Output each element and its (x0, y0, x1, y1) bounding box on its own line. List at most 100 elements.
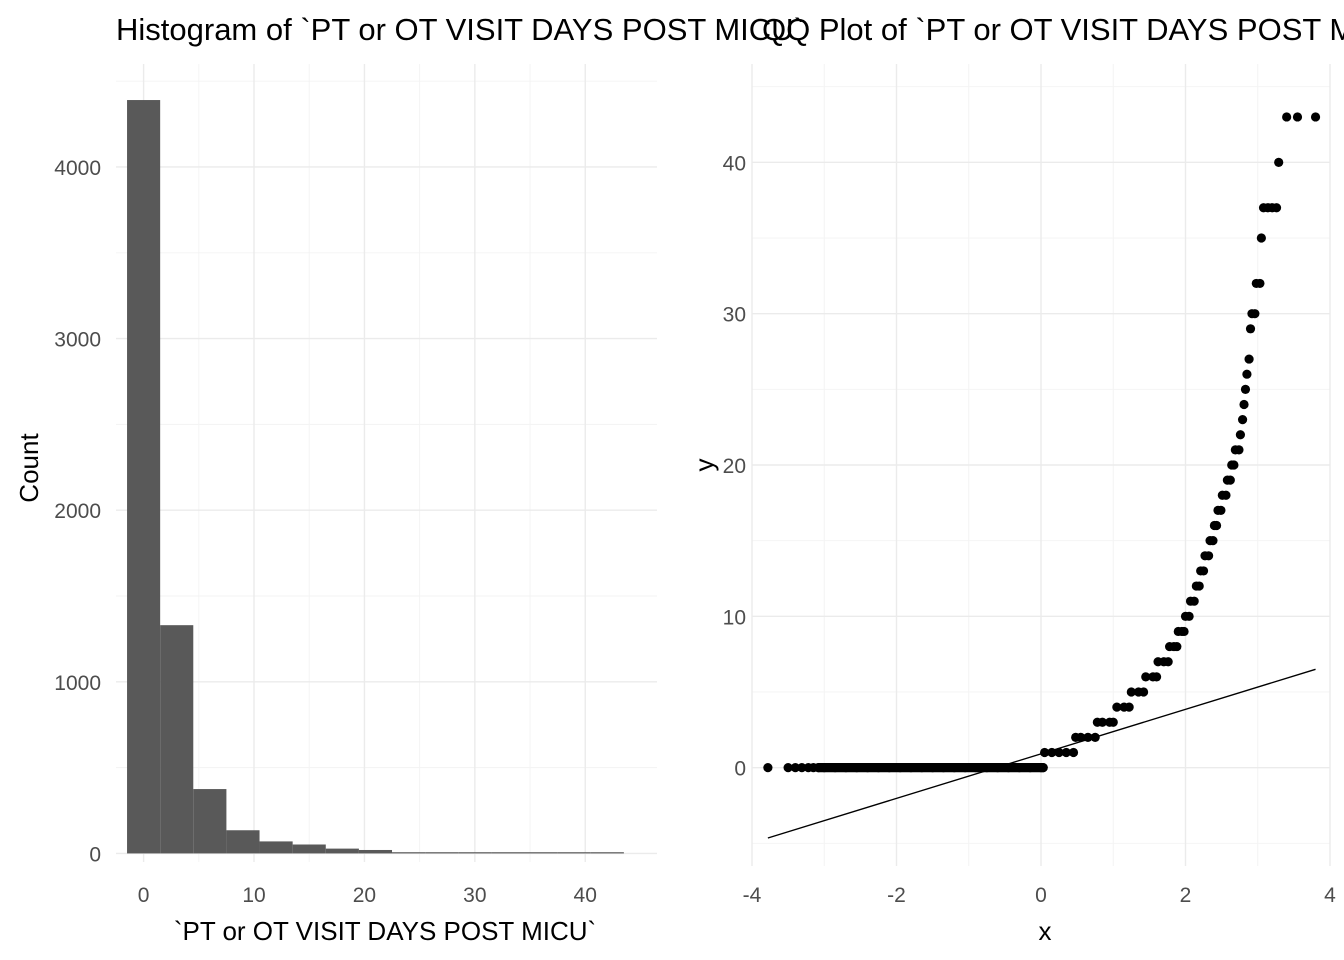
histogram-x-tick-label: 10 (242, 884, 265, 907)
qq-point (1256, 233, 1266, 243)
qq-point (1204, 551, 1214, 561)
histogram-x-tick-label: 0 (138, 884, 150, 907)
qq-point (763, 763, 773, 773)
qq-point (1076, 732, 1086, 742)
histogram-y-tick-label: 1000 (54, 672, 101, 695)
qq-point (1229, 460, 1239, 470)
qq-point (1040, 747, 1050, 758)
qq-point (1124, 702, 1134, 712)
qq-point (1163, 657, 1173, 667)
qq-point (1083, 732, 1093, 742)
qq-point (1184, 611, 1194, 621)
qq-x-axis-title: x (1039, 916, 1052, 946)
qq-point (1198, 566, 1209, 576)
histogram-bar (392, 852, 426, 854)
qq-point (1255, 278, 1265, 289)
qq-point (1047, 747, 1057, 758)
qq-x-tick-label: -2 (887, 884, 906, 907)
qq-point (1240, 384, 1251, 394)
qq-point (1054, 747, 1064, 758)
qq-point (1234, 445, 1244, 455)
qq-point (1250, 309, 1260, 319)
qq-y-tick-label: 30 (723, 304, 746, 327)
qq-point (1274, 157, 1284, 167)
histogram-bar (160, 625, 194, 854)
qq-point (1179, 626, 1189, 637)
histogram-bar (557, 852, 591, 854)
qq-y-tick-label: 20 (723, 455, 746, 478)
qq-point (1237, 415, 1248, 425)
histogram-y-tick-label: 2000 (54, 500, 101, 523)
qq-point (1242, 369, 1252, 379)
histogram-bar (292, 844, 326, 854)
qq-point (1292, 112, 1303, 122)
histogram-gridlines (116, 64, 657, 862)
qq-y-tick-label: 0 (734, 758, 746, 781)
qq-x-tick-label: 4 (1324, 884, 1336, 907)
qq-point (1282, 112, 1292, 122)
histogram-y-axis-title: Count (14, 433, 44, 503)
qq-point (790, 763, 800, 773)
qq-x-tick-labels: -4 -2 0 2 4 (743, 884, 1337, 907)
histogram-bar (325, 848, 359, 854)
histogram-bar (458, 852, 492, 854)
qq-point (1216, 505, 1226, 515)
qq-point (1112, 702, 1122, 712)
histogram-x-tick-label: 20 (353, 884, 376, 907)
qq-point (1189, 596, 1199, 606)
qq-plot-panel: -4 -2 0 2 4 0 10 20 30 40 QQ Plot of `PT or OT V… (689, 12, 1344, 946)
qq-y-tick-labels: 0 10 20 30 40 (723, 152, 746, 780)
histogram-bars (127, 100, 624, 854)
qq-point (1068, 747, 1079, 758)
qq-point (1225, 475, 1235, 485)
qq-point (1126, 687, 1136, 697)
qq-points (763, 112, 1321, 773)
histogram-bar (226, 830, 260, 854)
histogram-bar (590, 852, 624, 854)
qq-point (797, 763, 807, 773)
qq-point (1138, 687, 1149, 697)
histogram-y-tick-label: 3000 (54, 329, 101, 352)
qq-point (1108, 717, 1118, 727)
histogram-bar (491, 852, 525, 854)
histogram-title: Histogram of `PT or OT VISIT DAYS POST M… (116, 12, 804, 47)
histogram-bar (524, 852, 558, 854)
histogram-bar (358, 849, 393, 854)
qq-gridlines (751, 64, 1331, 866)
qq-y-tick-label: 10 (723, 606, 746, 629)
qq-point (1208, 536, 1218, 546)
histogram-x-tick-labels: 0 10 20 30 40 (138, 884, 597, 907)
qq-plot-title: QQ Plot of `PT or OT VISIT DAYS POST MIC… (762, 12, 1344, 47)
qq-point (1061, 747, 1071, 758)
qq-point (1244, 354, 1254, 364)
histogram-bar (425, 852, 459, 854)
qq-point (1097, 717, 1108, 727)
qq-point (1090, 732, 1100, 742)
qq-point (1211, 520, 1222, 531)
qq-point (783, 763, 793, 773)
histogram-panel: 0 10 20 30 40 0 1000 2000 3000 4000 Histogram of… (14, 12, 804, 946)
histogram-bar (259, 841, 293, 854)
histogram-x-tick-label: 40 (574, 884, 597, 907)
histogram-y-tick-label: 0 (89, 843, 101, 866)
qq-point (1152, 672, 1162, 682)
histogram-y-tick-labels: 0 1000 2000 3000 4000 (54, 157, 101, 866)
qq-x-tick-label: -4 (743, 884, 762, 907)
qq-y-axis-title: y (689, 459, 719, 472)
qq-point (1141, 672, 1151, 682)
histogram-y-tick-label: 4000 (54, 157, 101, 180)
qq-x-tick-label: 2 (1180, 884, 1192, 907)
qq-point (1194, 581, 1204, 591)
qq-point (1172, 641, 1182, 652)
histogram-x-axis-title: `PT or OT VISIT DAYS POST MICU` (174, 916, 596, 946)
qq-point (1239, 399, 1249, 410)
qq-point (1221, 490, 1231, 500)
qq-point (1245, 324, 1256, 334)
qq-y-tick-label: 40 (723, 152, 746, 175)
histogram-bar (127, 100, 161, 854)
qq-x-tick-label: 0 (1035, 884, 1047, 907)
histogram-x-tick-label: 30 (463, 884, 486, 907)
histogram-bar (193, 789, 227, 854)
qq-point (1271, 203, 1282, 213)
